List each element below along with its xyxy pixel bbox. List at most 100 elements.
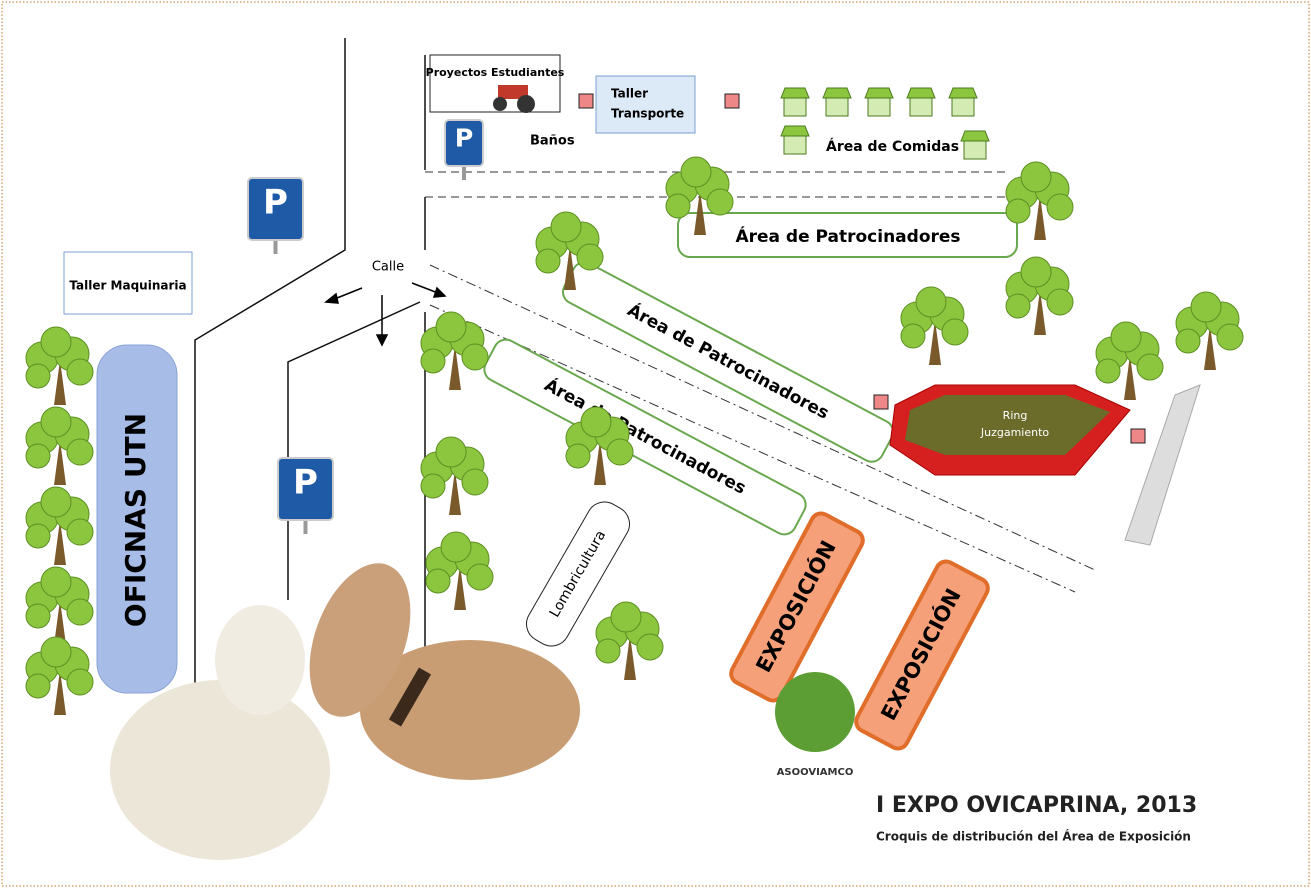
food-stall xyxy=(781,88,809,116)
tree-leaves xyxy=(436,312,466,342)
sign-letter: P xyxy=(263,183,288,223)
ring-label: Ring xyxy=(1003,409,1028,422)
tree-leaves xyxy=(26,364,50,388)
tree xyxy=(1006,257,1073,335)
tree xyxy=(26,487,93,565)
tree-leaves xyxy=(637,634,663,660)
food-stall xyxy=(961,131,989,159)
tree-leaves xyxy=(1006,199,1030,223)
tree-leaves xyxy=(467,564,493,590)
stall-body xyxy=(784,98,806,116)
tree xyxy=(426,532,493,610)
food-stall xyxy=(949,88,977,116)
tree-leaves xyxy=(67,599,93,625)
map: Proyectos Estudiantes Taller Transporte … xyxy=(0,0,1311,888)
tree-leaves xyxy=(26,604,50,628)
tree-leaves xyxy=(901,324,925,348)
tree-leaves xyxy=(1191,292,1221,322)
tree-leaves xyxy=(681,157,711,187)
tree-leaves xyxy=(67,359,93,385)
tree-leaves xyxy=(26,674,50,698)
tree-leaves xyxy=(1111,322,1141,352)
tree xyxy=(26,567,93,645)
tree-leaves xyxy=(707,189,733,215)
oficinas-label: OFICNAS UTN xyxy=(119,413,152,627)
stall-roof xyxy=(961,131,989,141)
stall-body xyxy=(964,141,986,159)
tree xyxy=(26,407,93,485)
tree-leaves xyxy=(611,602,641,632)
calle-label: Calle xyxy=(372,260,404,275)
tree-leaves xyxy=(426,569,450,593)
stall-body xyxy=(826,98,848,116)
tree-leaves xyxy=(1021,257,1051,287)
tree-leaves xyxy=(596,639,620,663)
taller-transporte-label: Transporte xyxy=(611,107,684,121)
sign-pole xyxy=(462,166,466,180)
tree-leaves xyxy=(41,327,71,357)
tree-leaves xyxy=(1217,324,1243,350)
proyectos-label: Proyectos Estudiantes xyxy=(426,66,565,79)
tree-leaves xyxy=(26,444,50,468)
tree-leaves xyxy=(1176,329,1200,353)
tree-leaves xyxy=(41,637,71,667)
tree-leaves xyxy=(1047,194,1073,220)
tree-leaves xyxy=(666,194,690,218)
restroom-icon xyxy=(725,94,739,108)
tree xyxy=(26,637,93,715)
parking-sign: P xyxy=(445,120,483,180)
tree xyxy=(596,602,663,680)
logo-label: ASOOVIAMCO xyxy=(777,767,854,778)
sign-pole xyxy=(274,240,278,254)
tree-leaves xyxy=(462,344,488,370)
tree-leaves xyxy=(462,469,488,495)
food-stall xyxy=(781,126,809,154)
stall-roof xyxy=(781,88,809,98)
sponsor-label: Área de Patrocinadores xyxy=(735,225,960,247)
stall-roof xyxy=(907,88,935,98)
tree xyxy=(421,312,488,390)
sheep-goat-photo xyxy=(110,549,580,860)
tree xyxy=(26,327,93,405)
tree xyxy=(901,287,968,365)
tree-leaves xyxy=(436,437,466,467)
restroom-icon xyxy=(874,395,888,409)
tree xyxy=(1176,292,1243,370)
stall-roof xyxy=(949,88,977,98)
stall-body xyxy=(910,98,932,116)
tree-leaves xyxy=(536,249,560,273)
tree-leaves xyxy=(421,349,445,373)
taller-transporte-label: Taller xyxy=(611,87,648,101)
ring-label: Juzgamiento xyxy=(980,426,1050,439)
sign-pole xyxy=(304,520,308,534)
restroom-icon xyxy=(579,94,593,108)
stall-roof xyxy=(781,126,809,136)
sign-letter: P xyxy=(455,123,474,152)
tree-leaves xyxy=(67,439,93,465)
stall-body xyxy=(784,136,806,154)
tree xyxy=(421,437,488,515)
logo xyxy=(775,672,855,752)
tree-leaves xyxy=(441,532,471,562)
comidas-label: Área de Comidas xyxy=(826,138,959,155)
sign-letter: P xyxy=(293,463,318,503)
food-stall xyxy=(823,88,851,116)
parking-sign: P xyxy=(278,458,333,534)
stall-roof xyxy=(823,88,851,98)
tree-leaves xyxy=(67,669,93,695)
stall-body xyxy=(868,98,890,116)
banos-label: Baños xyxy=(530,134,575,149)
tree-leaves xyxy=(1047,289,1073,315)
tree-leaves xyxy=(41,407,71,437)
tree-leaves xyxy=(607,439,633,465)
tree-leaves xyxy=(67,519,93,545)
tree-leaves xyxy=(41,487,71,517)
tree-leaves xyxy=(581,407,611,437)
tree-leaves xyxy=(1006,294,1030,318)
taller-transporte-box xyxy=(596,76,695,133)
title: I EXPO OVICAPRINA, 2013 xyxy=(876,793,1197,818)
tree-leaves xyxy=(551,212,581,242)
tree xyxy=(1096,322,1163,400)
tree-leaves xyxy=(566,444,590,468)
parking-sign: P xyxy=(248,178,303,254)
